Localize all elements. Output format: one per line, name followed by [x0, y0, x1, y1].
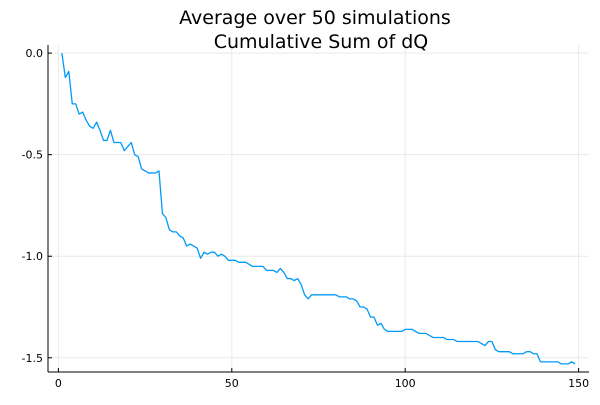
x-tick-label: 50 [225, 377, 239, 390]
y-tick-label: 0.0 [26, 47, 44, 60]
y-tick-label: -1.5 [22, 352, 43, 365]
axes [47, 45, 589, 373]
series-line [61, 53, 576, 365]
grid [48, 45, 589, 372]
series-layer [61, 53, 576, 365]
chart-subtitle: Cumulative Sum of dQ [214, 31, 429, 53]
x-tick-label: 150 [568, 377, 589, 390]
tick-labels: 0 50 100 150 0.0 -0.5 -1.0 -1.5 [22, 47, 590, 390]
y-tick-label: -1.0 [22, 250, 43, 263]
y-tick-label: -0.5 [22, 149, 43, 162]
chart-title: Average over 50 simulations [179, 7, 451, 29]
x-tick-label: 100 [395, 377, 416, 390]
x-tick-label: 0 [55, 377, 62, 390]
